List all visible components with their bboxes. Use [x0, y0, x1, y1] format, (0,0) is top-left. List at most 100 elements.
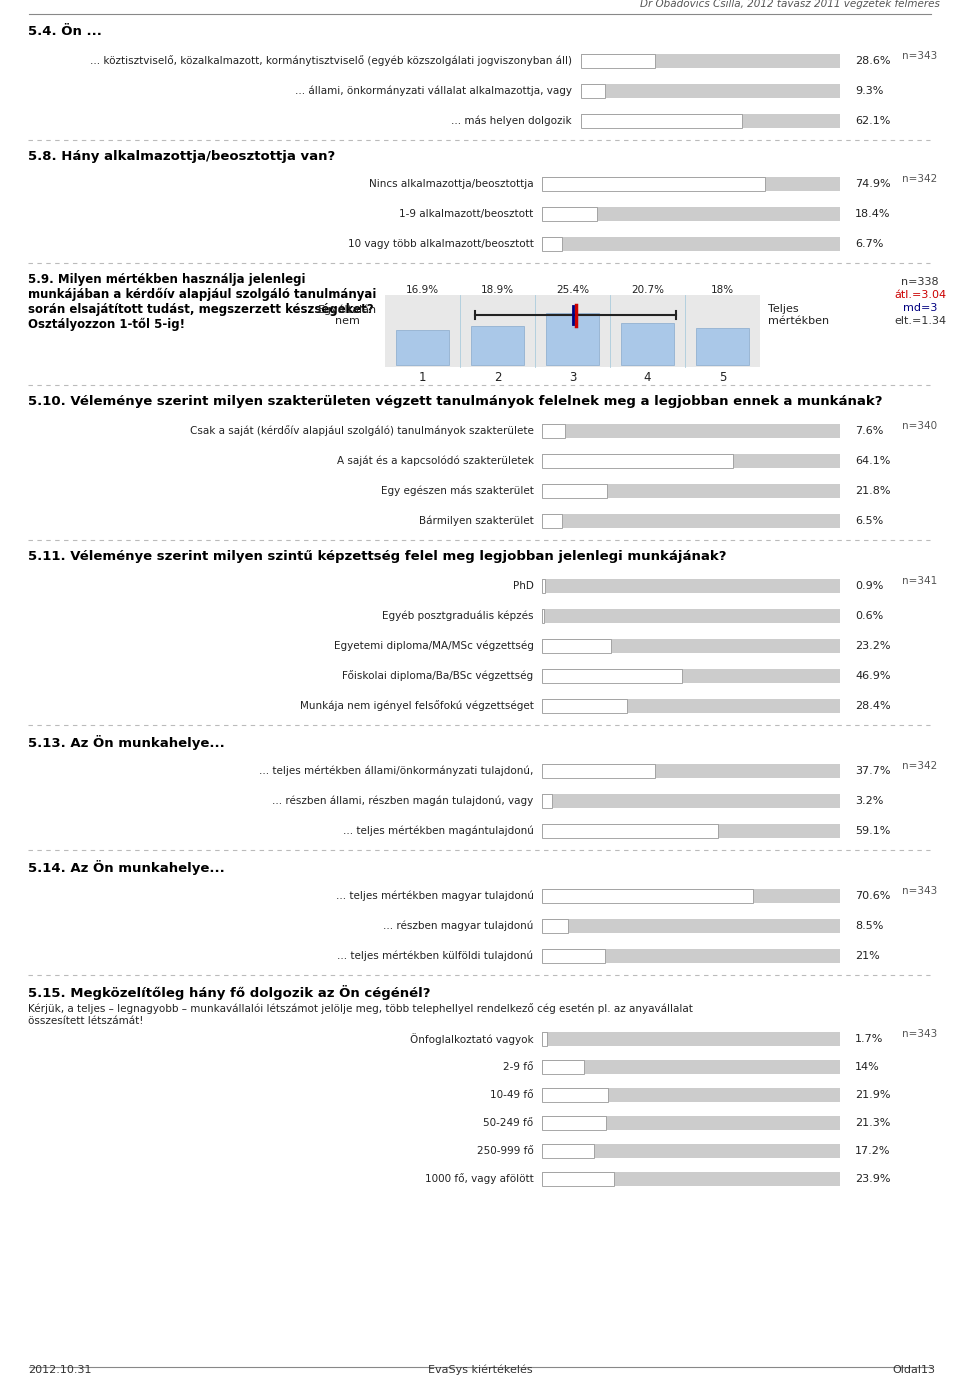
Text: Csak a saját (kérdőív alapjául szolgáló) tanulmányok szakterülete: Csak a saját (kérdőív alapjául szolgáló)… [190, 425, 534, 437]
Text: 21.9%: 21.9% [855, 1089, 891, 1101]
Text: 6.7%: 6.7% [855, 239, 883, 248]
Bar [542, 889, 840, 903]
Text: A saját és a kapcsolódó szakterületek: A saját és a kapcsolódó szakterületek [337, 456, 534, 466]
Text: n=343: n=343 [902, 1030, 938, 1039]
Bar [542, 824, 840, 838]
Bar [542, 794, 840, 808]
Text: Egy egészen más szakterület: Egy egészen más szakterület [381, 485, 534, 497]
Bar [542, 1116, 606, 1130]
Text: 1-9 alkalmazott/beosztott: 1-9 alkalmazott/beosztott [399, 209, 534, 219]
Text: Teljes
mértékben: Teljes mértékben [768, 304, 829, 326]
Text: Bármilyen szakterület: Bármilyen szakterület [419, 516, 534, 526]
Bar [542, 1144, 840, 1158]
Bar [542, 639, 612, 653]
Bar [542, 794, 552, 808]
Text: 3.2%: 3.2% [855, 797, 883, 806]
Text: 18.4%: 18.4% [855, 209, 891, 219]
Bar [542, 453, 733, 467]
Text: 0.9%: 0.9% [855, 580, 883, 591]
Text: n=343: n=343 [902, 886, 938, 896]
Text: 50-249 fő: 50-249 fő [484, 1117, 534, 1129]
Text: 0.6%: 0.6% [855, 611, 883, 621]
Bar [542, 764, 840, 778]
Text: ... teljes mértékben magántulajdonú: ... teljes mértékben magántulajdonú [343, 826, 534, 836]
Text: n=341: n=341 [902, 576, 938, 586]
Text: 18.9%: 18.9% [481, 285, 514, 294]
Text: 25.4%: 25.4% [556, 285, 589, 294]
Bar [542, 1032, 840, 1046]
Text: 1000 fő, vagy afölött: 1000 fő, vagy afölött [425, 1173, 534, 1184]
Text: 3: 3 [569, 371, 576, 384]
Text: n=343: n=343 [902, 52, 938, 61]
Text: 20.7%: 20.7% [631, 285, 664, 294]
Text: 23.2%: 23.2% [855, 640, 891, 651]
Text: ... állami, önkormányzati vállalat alkalmazottja, vagy: ... állami, önkormányzati vállalat alkal… [295, 85, 572, 96]
Bar [542, 513, 562, 527]
Text: Egyéb posztgraduális képzés: Egyéb posztgraduális képzés [382, 611, 534, 621]
Bar [471, 326, 524, 365]
Bar [396, 331, 448, 365]
Text: 1.7%: 1.7% [855, 1034, 883, 1043]
Bar [542, 699, 840, 713]
Text: 16.9%: 16.9% [406, 285, 439, 294]
Bar [542, 424, 840, 438]
Text: 9.3%: 9.3% [855, 86, 883, 96]
Text: Önfoglalkoztató vagyok: Önfoglalkoztató vagyok [410, 1034, 534, 1045]
Text: PhD: PhD [513, 580, 534, 591]
Text: 64.1%: 64.1% [855, 456, 890, 466]
Text: ... más helyen dolgozik: ... más helyen dolgozik [451, 116, 572, 127]
Bar [581, 114, 742, 128]
Bar [542, 237, 840, 251]
Bar [542, 579, 840, 593]
Text: 5.9. Milyen mértékben használja jelenlegi
munkájában a kérdőív alapjául szolgáló: 5.9. Milyen mértékben használja jelenleg… [28, 273, 376, 332]
Bar [581, 114, 840, 128]
Bar [542, 177, 765, 191]
Text: 28.6%: 28.6% [855, 56, 891, 66]
Text: 2012.10.31: 2012.10.31 [28, 1364, 91, 1375]
Text: ... teljes mértékben állami/önkormányzati tulajdonú,: ... teljes mértékben állami/önkormányzat… [259, 766, 534, 776]
Text: 21.3%: 21.3% [855, 1117, 890, 1129]
Bar [385, 294, 760, 367]
Text: 46.9%: 46.9% [855, 671, 891, 681]
Bar [542, 1032, 547, 1046]
Text: 37.7%: 37.7% [855, 766, 891, 776]
Text: 7.6%: 7.6% [855, 425, 883, 437]
Bar [542, 579, 545, 593]
Text: 2: 2 [493, 371, 501, 384]
Bar [542, 949, 840, 963]
Bar [542, 484, 840, 498]
Bar [542, 919, 567, 933]
Text: n=340: n=340 [902, 421, 938, 431]
Bar [542, 1060, 584, 1074]
Text: Egyetemi diploma/MA/MSc végzettség: Egyetemi diploma/MA/MSc végzettség [334, 640, 534, 651]
Bar [542, 424, 565, 438]
Text: EvaSys kiértékelés: EvaSys kiértékelés [428, 1364, 532, 1375]
Text: 21.8%: 21.8% [855, 485, 891, 497]
Bar [542, 919, 840, 933]
Text: 8.5%: 8.5% [855, 921, 883, 930]
Text: ... teljes mértékben külföldi tulajdonú: ... teljes mértékben külföldi tulajdonú [338, 951, 534, 961]
Text: 4: 4 [644, 371, 651, 384]
Text: 23.9%: 23.9% [855, 1175, 891, 1184]
Text: 28.4%: 28.4% [855, 702, 891, 711]
Bar [542, 237, 563, 251]
Bar [542, 206, 597, 220]
Bar [542, 177, 840, 191]
Text: átl.=3.04: átl.=3.04 [894, 290, 946, 300]
Text: 5.10. Véleménye szerint milyen szakterületen végzett tanulmányok felelnek meg a : 5.10. Véleménye szerint milyen szakterül… [28, 395, 882, 407]
Text: Egyáltalán
nem: Egyáltalán nem [318, 304, 377, 326]
Bar [696, 328, 749, 365]
Bar [542, 889, 753, 903]
Text: ... teljes mértékben magyar tulajdonú: ... teljes mértékben magyar tulajdonú [336, 891, 534, 901]
Text: ... részben magyar tulajdonú: ... részben magyar tulajdonú [383, 921, 534, 932]
Text: Főiskolai diploma/Ba/BSc végzettség: Főiskolai diploma/Ba/BSc végzettség [343, 671, 534, 682]
Bar [542, 1172, 613, 1186]
Text: 10-49 fő: 10-49 fő [491, 1089, 534, 1101]
Text: Nincs alkalmazottja/beosztottja: Nincs alkalmazottja/beosztottja [369, 179, 534, 188]
Bar [542, 764, 655, 778]
Bar [546, 312, 599, 365]
Text: 250-999 fő: 250-999 fő [477, 1147, 534, 1156]
Bar [542, 949, 605, 963]
Text: 18%: 18% [711, 285, 734, 294]
Bar [542, 1088, 840, 1102]
